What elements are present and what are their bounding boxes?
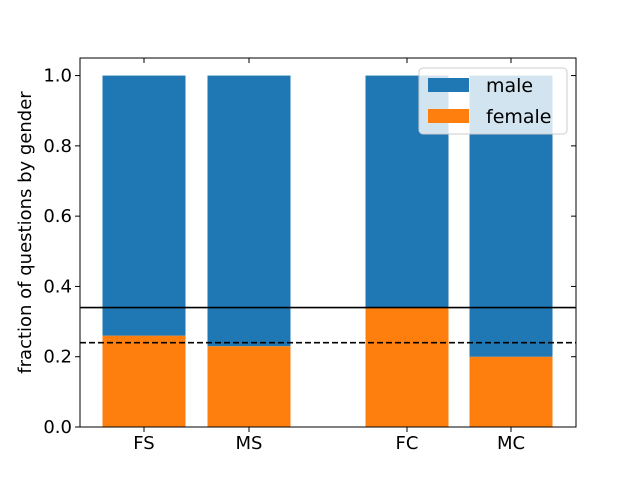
x-tick-label-fs: FS bbox=[133, 433, 154, 454]
bar-female-fc bbox=[365, 307, 449, 427]
y-ticks-group: 0.0 0.2 0.4 0.6 0.8 1.0 bbox=[43, 66, 576, 438]
legend-label-female: female bbox=[486, 106, 552, 128]
x-tick-label-ms: MS bbox=[236, 433, 263, 454]
bar-female-ms bbox=[207, 346, 291, 427]
y-tick-label: 1.0 bbox=[43, 66, 72, 87]
bar-female-fs bbox=[102, 335, 186, 427]
legend-swatch-female bbox=[428, 109, 469, 123]
y-tick-label: 0.0 bbox=[43, 417, 72, 438]
bar-male-fs bbox=[102, 75, 186, 336]
legend: male female bbox=[418, 67, 568, 135]
reference-lines-group bbox=[80, 306, 576, 344]
legend-swatch-male bbox=[428, 78, 469, 92]
x-tick-label-fc: FC bbox=[396, 433, 419, 454]
y-tick-label: 0.2 bbox=[43, 347, 72, 368]
y-axis-label: fraction of questions by gender bbox=[15, 91, 36, 374]
bar-male-ms bbox=[207, 75, 291, 347]
plot-frame bbox=[79, 57, 577, 428]
y-tick-label: 0.8 bbox=[43, 136, 72, 157]
bars-group bbox=[102, 75, 553, 427]
y-tick-label: 0.4 bbox=[43, 276, 72, 297]
bar-female-mc bbox=[469, 356, 553, 427]
x-tick-label-mc: MC bbox=[497, 433, 525, 454]
legend-label-male: male bbox=[486, 75, 533, 97]
y-tick-label: 0.6 bbox=[43, 206, 72, 227]
x-ticks-group: FS MS FC MC bbox=[133, 58, 525, 454]
